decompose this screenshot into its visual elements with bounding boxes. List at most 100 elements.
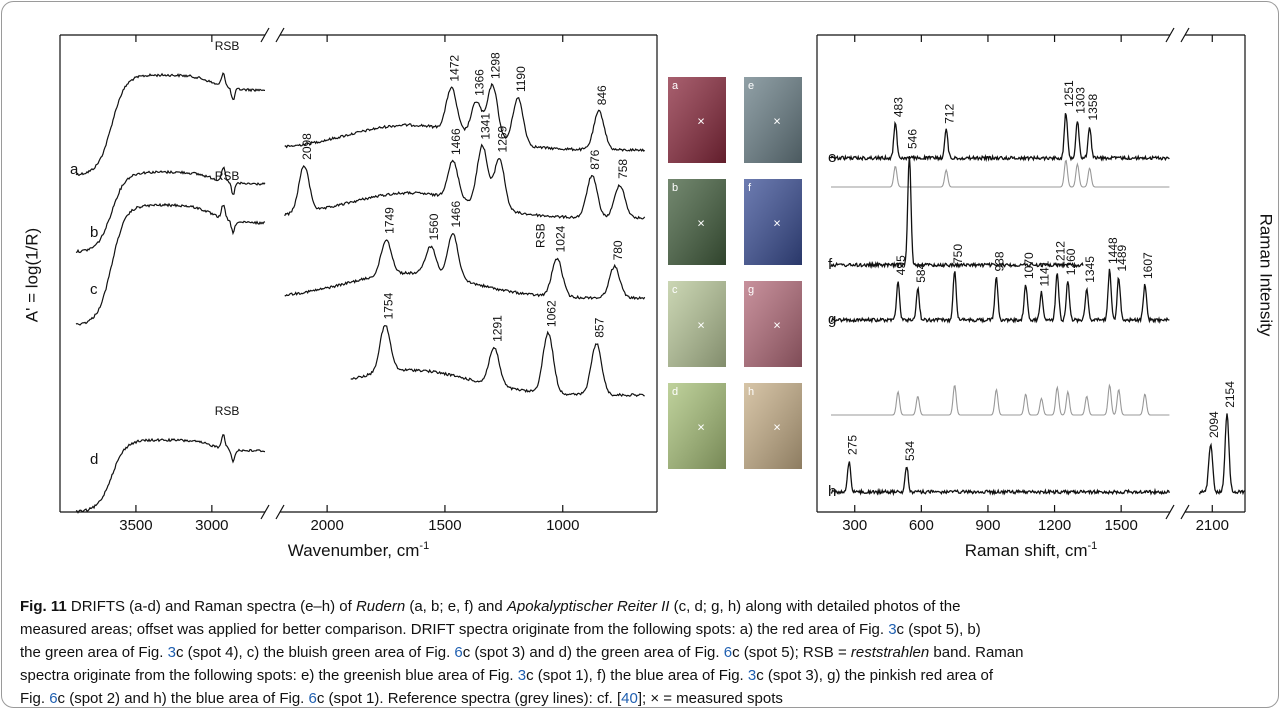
peak-label: 938 (993, 251, 1007, 271)
spectrum-label: e (828, 149, 836, 166)
photo-label: a (672, 80, 679, 92)
peak-label: 584 (914, 262, 928, 282)
caption-run: Fig. (20, 690, 49, 707)
photo-shade (668, 179, 726, 265)
caption-run[interactable]: 6 (309, 690, 317, 707)
caption-run: c (spot 1), f) the blue area of Fig. (526, 667, 748, 684)
photo-shade (668, 77, 726, 163)
caption-run: spectra originate from the following spo… (20, 667, 518, 684)
caption-run: measured areas; offset was applied for b… (20, 621, 888, 638)
caption-line: measured areas; offset was applied for b… (20, 621, 981, 638)
peak-label: 1607 (1141, 252, 1155, 279)
reference-spectrum (831, 383, 1170, 416)
photo-label: b (672, 182, 678, 194)
photo-shade (744, 383, 802, 469)
caption-run[interactable]: 6 (454, 644, 462, 661)
axis-break (260, 504, 270, 520)
drift-spectrum-part (75, 72, 265, 177)
photo-shade (744, 179, 802, 265)
x-tick-label: 2100 (1196, 517, 1229, 534)
photo-marker: × (773, 113, 781, 128)
caption-run: band. Raman (929, 644, 1023, 661)
x-axis-label-sup: -1 (419, 540, 429, 552)
peak-label: 546 (906, 129, 920, 149)
raman-spectrum (830, 461, 1170, 497)
x-tick-label: 1500 (1104, 517, 1137, 534)
photo-label: f (748, 182, 752, 194)
peak-label: 1024 (553, 225, 567, 252)
spectrum-label: b (90, 224, 98, 241)
axis-break (1180, 27, 1190, 43)
caption-run: c (spot 2) and h) the blue area of Fig. (58, 690, 309, 707)
photo-label: d (672, 386, 678, 398)
peak-label: 876 (588, 149, 602, 169)
peak-label: 1062 (544, 300, 558, 327)
rsb-label: RSB (215, 39, 240, 53)
peak-label: 758 (616, 159, 630, 179)
axis-break (1165, 504, 1175, 520)
caption-run: ]; × = measured spots (638, 690, 783, 707)
caption-run[interactable]: 3 (748, 667, 756, 684)
photo-marker: × (697, 113, 705, 128)
photo-label: c (672, 284, 678, 296)
raman-spectrum (1198, 413, 1246, 496)
caption-run[interactable]: 40 (621, 690, 638, 707)
peak-label: 483 (892, 97, 906, 117)
peak-label: 1190 (514, 66, 528, 92)
caption-run: the green area of Fig. (20, 644, 168, 661)
x-axis-label-sup: -1 (1088, 540, 1098, 552)
caption-run: c (spot 3) and d) the green area of Fig. (463, 644, 724, 661)
y-axis-label: A' = log(1/R) (22, 228, 41, 322)
drift-spectrum-part (350, 324, 645, 398)
photo-marker: × (773, 215, 781, 230)
peak-label: 2094 (1207, 411, 1221, 438)
caption-run[interactable]: 3 (518, 667, 526, 684)
photo-shade (744, 281, 802, 367)
peak-label: 495 (894, 255, 908, 275)
caption-run: Fig. 11 (20, 598, 67, 615)
spectrum-label: a (70, 161, 79, 178)
photo-label: g (748, 284, 754, 296)
x-tick-label: 900 (975, 517, 1000, 534)
rsb-label: RSB (215, 404, 240, 418)
raman-spectrum (830, 268, 1170, 324)
caption-run[interactable]: 6 (49, 690, 57, 707)
peak-label: 2098 (300, 133, 314, 160)
photo-marker: × (773, 317, 781, 332)
peak-label: 1303 (1074, 87, 1088, 114)
drift-spectrum-part (75, 166, 266, 254)
caption-run[interactable]: 6 (724, 644, 732, 661)
peak-label: 534 (903, 441, 917, 461)
x-tick-label: 600 (909, 517, 934, 534)
y-axis-label: Raman Intensity (1257, 214, 1276, 337)
photo-shade (744, 77, 802, 163)
photo-marker: × (697, 215, 705, 230)
drift-spectrum-part (284, 233, 646, 301)
rsb-label: RSB (534, 223, 548, 248)
peak-label: 1269 (496, 125, 510, 152)
caption-run: Apokalyptischer Reiter II (506, 598, 670, 615)
x-axis-label-text: Raman shift, cm (965, 541, 1088, 560)
peak-label: 1260 (1064, 248, 1078, 275)
peak-label: 1560 (427, 213, 441, 240)
x-tick-label: 1500 (428, 517, 461, 534)
caption-run[interactable]: 3 (168, 644, 176, 661)
peak-label: 1341 (479, 113, 493, 140)
caption-line: Fig. 6c (spot 2) and h) the blue area of… (20, 690, 783, 707)
peak-label: 2154 (1223, 381, 1237, 408)
peak-label: 1366 (473, 69, 487, 96)
photo-marker: × (697, 317, 705, 332)
photo-shade (668, 383, 726, 469)
caption-run[interactable]: 3 (888, 621, 896, 638)
peak-label: 712 (942, 104, 956, 124)
peak-label: 1448 (1106, 237, 1120, 264)
peak-label: 1749 (382, 207, 396, 234)
caption-run: reststrahlen (851, 644, 929, 661)
caption-line: Fig. 11 DRIFTS (a-d) and Raman spectra (… (20, 598, 960, 615)
axis-break (1180, 504, 1190, 520)
peak-label: 1141 (1038, 260, 1052, 286)
axis-break (1165, 27, 1175, 43)
x-tick-label: 300 (842, 517, 867, 534)
drift-spectrum-part (75, 202, 266, 326)
